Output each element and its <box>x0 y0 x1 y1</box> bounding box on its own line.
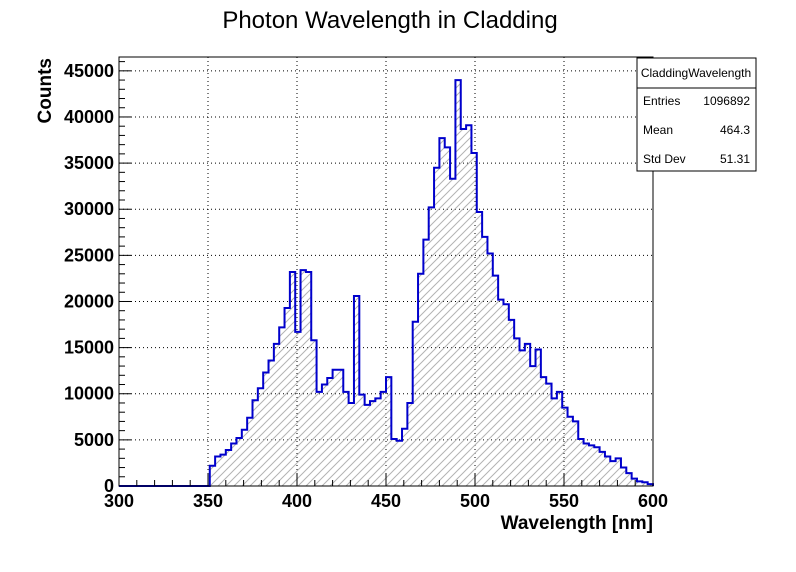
x-tick-label: 600 <box>638 491 668 511</box>
stats-mean-label: Mean <box>643 123 673 137</box>
x-tick-label: 350 <box>193 491 223 511</box>
y-tick-label: 10000 <box>64 384 114 404</box>
grid-lines <box>119 57 653 486</box>
y-tick-label: 15000 <box>64 338 114 358</box>
y-tick-label: 35000 <box>64 153 114 173</box>
y-tick-label: 40000 <box>64 107 114 127</box>
stats-mean-value: 464.3 <box>720 123 750 137</box>
y-axis-title: Counts <box>35 58 56 123</box>
x-tick-label: 450 <box>371 491 401 511</box>
stats-box-name: CladdingWavelength <box>641 66 751 80</box>
stats-entries-label: Entries <box>643 94 680 108</box>
x-tick-label: 400 <box>282 491 312 511</box>
stats-stddev-value: 51.31 <box>720 152 750 166</box>
histogram-fill <box>119 80 653 486</box>
stats-stddev-label: Std Dev <box>643 152 686 166</box>
x-tick-label: 550 <box>549 491 579 511</box>
histogram-line <box>119 79 654 487</box>
y-axis: 0 5000 10000 15000 20000 25000 30000 35000 40000… <box>64 61 131 496</box>
stats-box: CladdingWavelength Entries 1096892 Mean … <box>636 57 757 172</box>
y-tick-label: 20000 <box>64 291 114 311</box>
y-tick-label: 0 <box>104 476 114 496</box>
x-tick-label: 300 <box>104 491 134 511</box>
chart-title: Photon Wavelength in Cladding <box>222 7 557 34</box>
stats-box-frame <box>636 57 757 172</box>
y-tick-label: 25000 <box>64 245 114 265</box>
y-tick-label: 30000 <box>64 199 114 219</box>
x-axis: 300 350 400 450 500 550 600 <box>104 474 668 511</box>
y-tick-label: 45000 <box>64 61 114 81</box>
x-axis-title: Wavelength [nm] <box>501 513 653 534</box>
x-tick-label: 500 <box>460 491 490 511</box>
y-tick-label: 5000 <box>74 430 114 450</box>
stats-entries-value: 1096892 <box>703 94 750 108</box>
